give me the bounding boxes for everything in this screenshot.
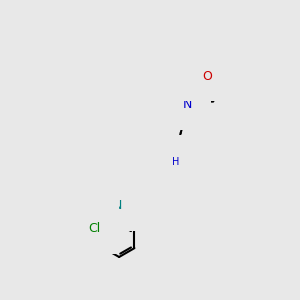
Text: N: N <box>121 187 130 200</box>
Text: N: N <box>163 154 172 167</box>
Text: O: O <box>202 70 212 83</box>
Text: N: N <box>113 199 122 212</box>
Text: O: O <box>122 171 132 184</box>
Text: Cl: Cl <box>88 222 101 236</box>
Text: O: O <box>130 157 140 170</box>
Text: H: H <box>172 157 180 166</box>
Text: N: N <box>183 98 192 111</box>
Text: H: H <box>97 204 104 214</box>
Text: H: H <box>131 189 138 199</box>
